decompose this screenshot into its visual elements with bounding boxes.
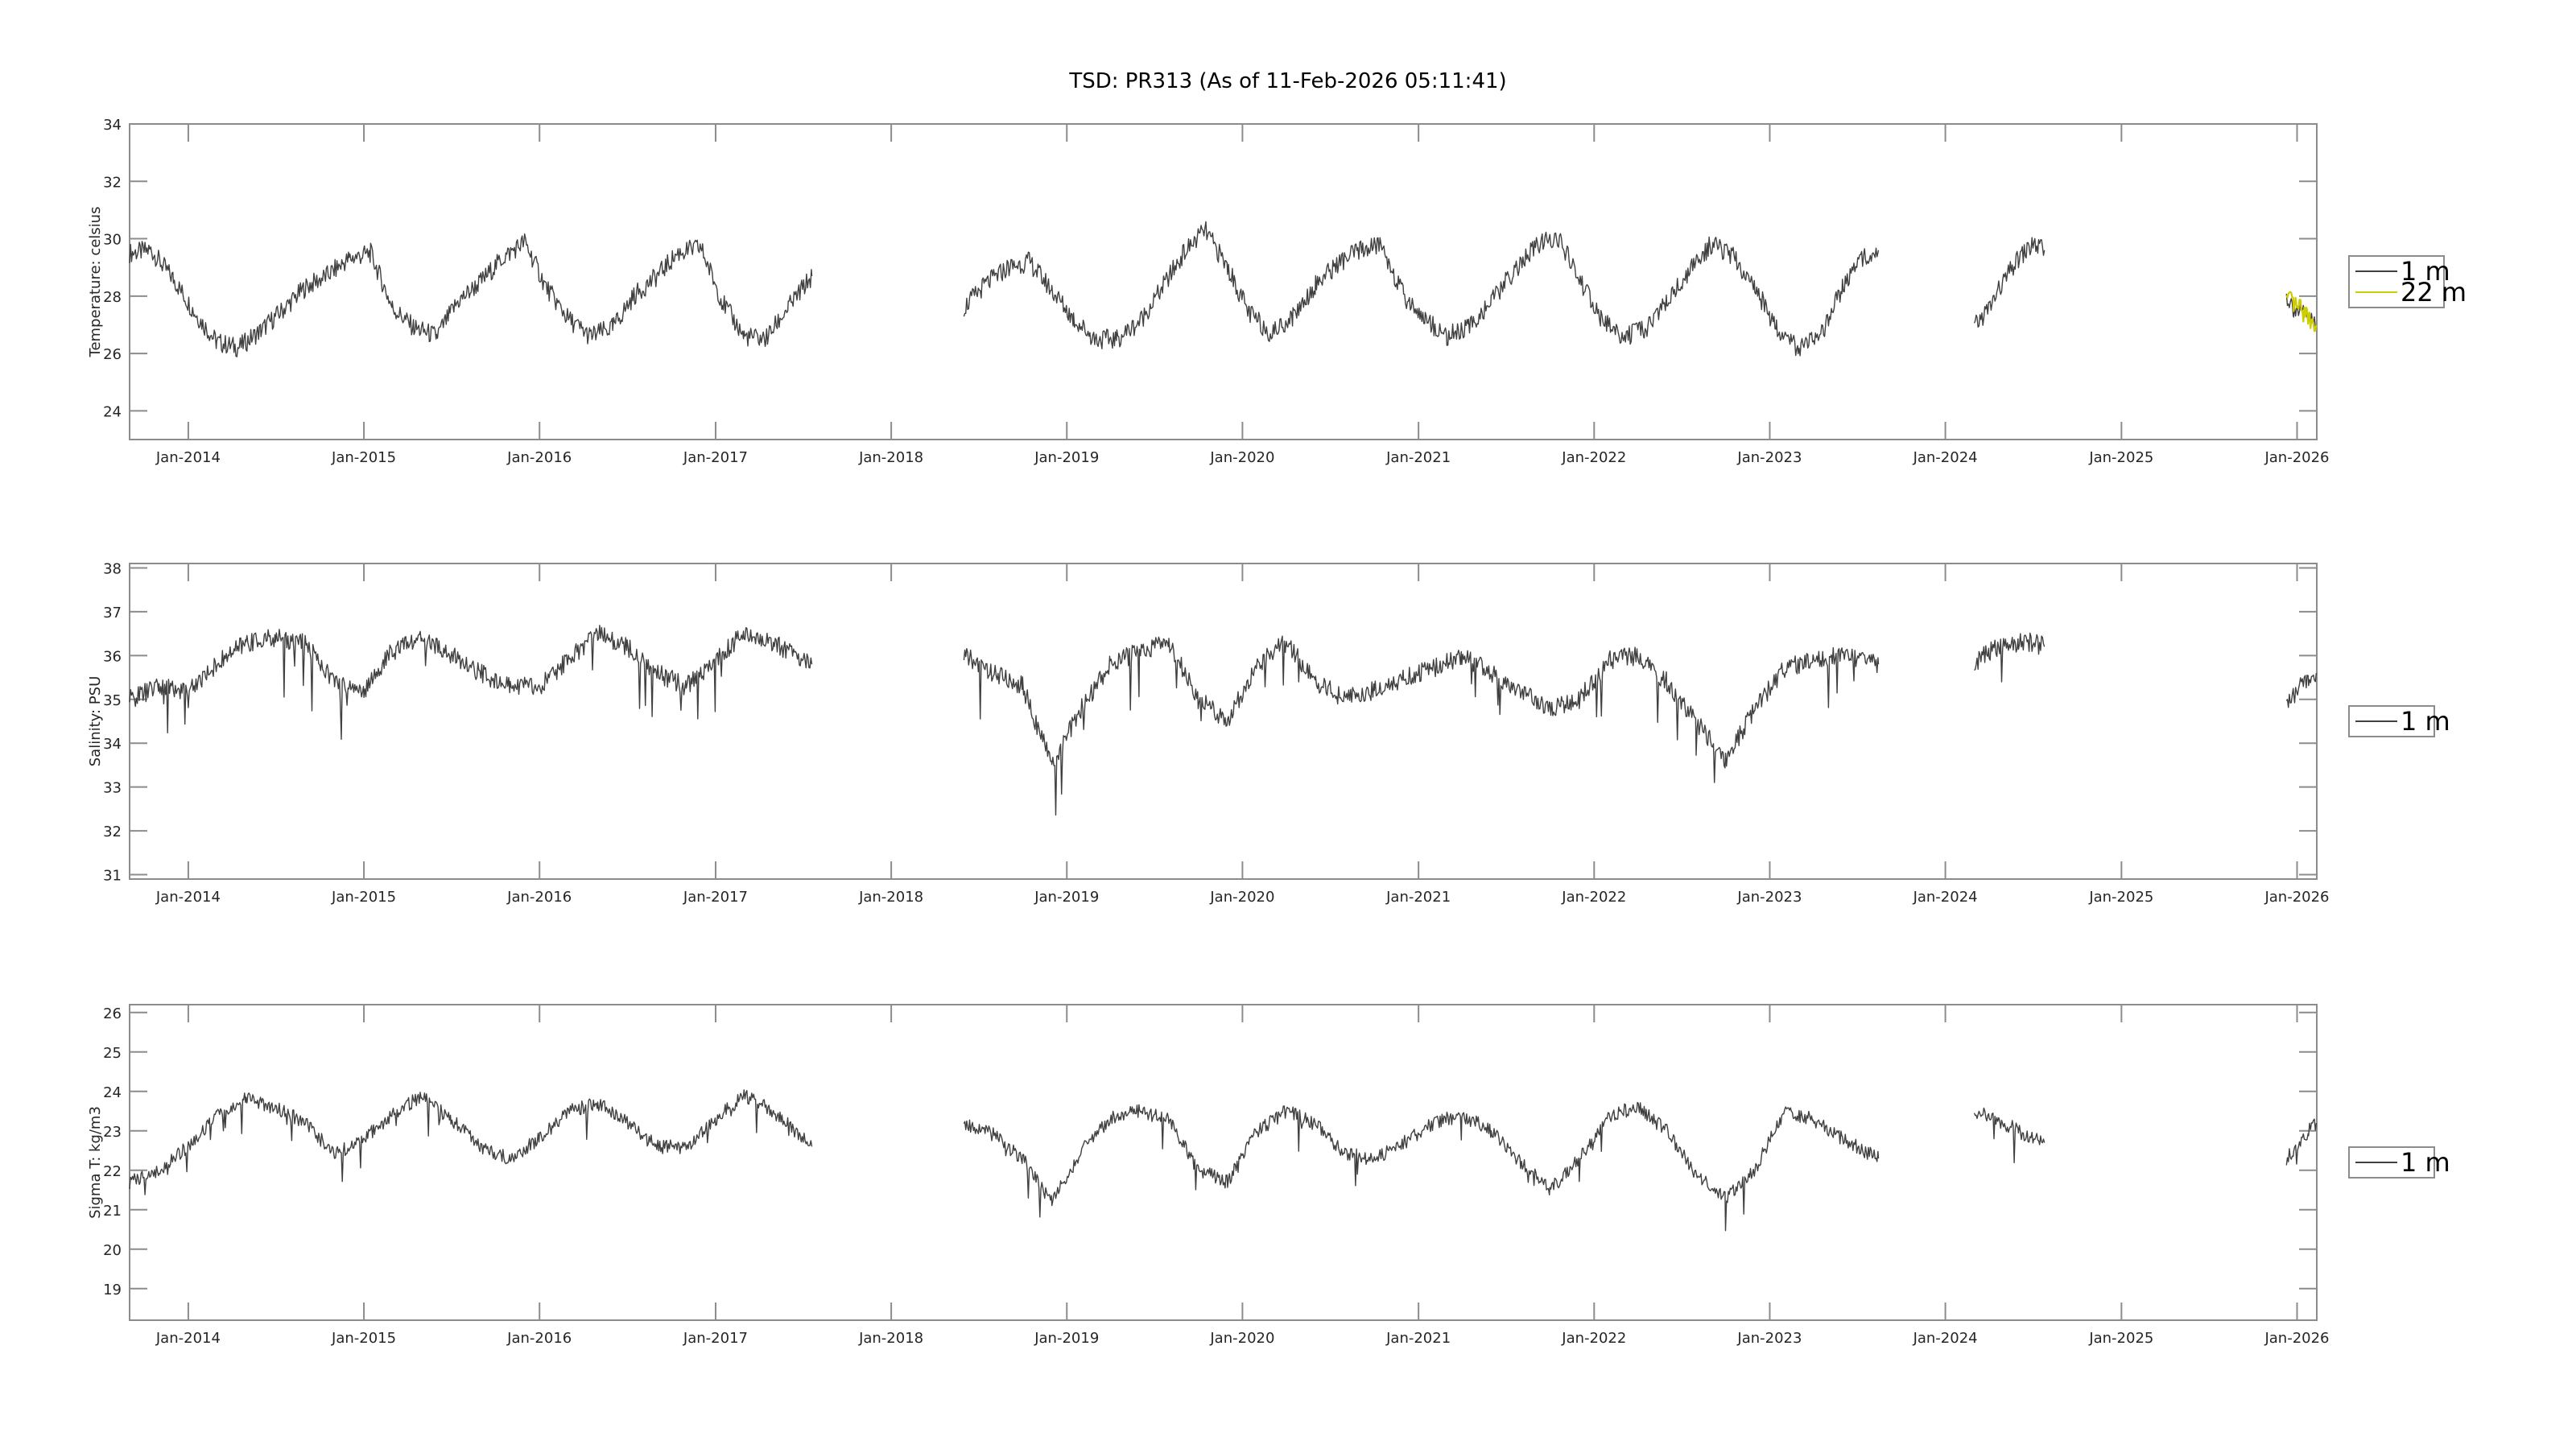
x-tick-label: Jan-2024 xyxy=(1913,889,1978,906)
y-tick-label: 23 xyxy=(103,1124,122,1141)
y-tick-label: 33 xyxy=(103,780,122,797)
x-tick-label: Jan-2015 xyxy=(331,889,396,906)
x-tick-label: Jan-2023 xyxy=(1736,889,1802,906)
x-tick-label: Jan-2026 xyxy=(2264,1330,2329,1347)
series-line-1m xyxy=(2285,1118,2318,1166)
y-tick-label: 22 xyxy=(103,1163,122,1180)
y-tick-label: 35 xyxy=(103,692,122,709)
axes-box xyxy=(129,1004,2318,1321)
y-axis-label: Sigma T: kg/m3 xyxy=(87,1106,104,1219)
series-line-1m xyxy=(963,635,1880,816)
panel-1: 24 26 28 30 32 34 Jan-2014 Jan-2015 Jan-2016 Jan-… xyxy=(87,117,2467,466)
series-line-1m xyxy=(1974,632,2046,683)
legend-box xyxy=(2348,255,2445,308)
x-tick-label: Jan-2019 xyxy=(1034,449,1099,466)
series-line-1m xyxy=(129,1089,813,1195)
y-tick-label: 34 xyxy=(103,736,122,753)
x-tick-label: Jan-2021 xyxy=(1385,889,1451,906)
x-tick-label: Jan-2025 xyxy=(2088,889,2153,906)
y-tick-label: 21 xyxy=(103,1203,122,1220)
x-tick-label: Jan-2018 xyxy=(858,1330,923,1347)
axes-box xyxy=(129,123,2318,440)
page-title: TSD: PR313 (As of 11-Feb-2026 05:11:41) xyxy=(1069,69,1507,93)
y-tick-label: 36 xyxy=(103,648,122,665)
x-tick-label: Jan-2019 xyxy=(1034,1330,1099,1347)
panel-3: 19 20 21 22 23 24 25 26 Jan-2014 Jan-2015 Jan-2016… xyxy=(87,1004,2450,1347)
x-tick-label: Jan-2026 xyxy=(2264,449,2329,466)
y-tick-label: 24 xyxy=(103,403,122,420)
x-tick-label: Jan-2015 xyxy=(331,449,396,466)
y-axis-label: Salinity: PSU xyxy=(87,676,104,767)
x-tick-label: Jan-2014 xyxy=(155,889,221,906)
x-tick-label: Jan-2025 xyxy=(2088,449,2153,466)
y-tick-label: 26 xyxy=(103,1005,122,1022)
legend-label: 1 m xyxy=(2401,256,2450,287)
x-tick-label: Jan-2014 xyxy=(155,1330,221,1347)
y-tick-label: 25 xyxy=(103,1045,122,1062)
y-tick-label: 31 xyxy=(103,868,122,885)
x-tick-label: Jan-2022 xyxy=(1561,449,1626,466)
y-tick-label: 26 xyxy=(103,346,122,363)
x-tick-label: Jan-2020 xyxy=(1209,889,1274,906)
x-tick-label: Jan-2020 xyxy=(1209,1330,1274,1347)
y-tick-label: 24 xyxy=(103,1084,122,1101)
y-tick-label: 34 xyxy=(103,117,122,134)
x-tick-label: Jan-2017 xyxy=(683,449,748,466)
series-line-1m xyxy=(129,625,813,741)
y-tick-label: 37 xyxy=(103,605,122,621)
legend-label: 1 m xyxy=(2401,706,2450,737)
x-tick-label: Jan-2019 xyxy=(1034,889,1099,906)
x-tick-label: Jan-2016 xyxy=(506,889,572,906)
y-tick-label: 32 xyxy=(103,174,122,191)
x-tick-label: Jan-2025 xyxy=(2088,1330,2153,1347)
x-tick-label: Jan-2017 xyxy=(683,889,748,906)
x-tick-label: Jan-2024 xyxy=(1913,449,1978,466)
y-tick-label: 30 xyxy=(103,232,122,249)
series-line-1m xyxy=(1973,1107,2046,1163)
x-tick-label: Jan-2022 xyxy=(1561,889,1626,906)
x-tick-label: Jan-2022 xyxy=(1561,1330,1626,1347)
x-tick-label: Jan-2018 xyxy=(858,889,923,906)
series-line-1m xyxy=(129,233,813,357)
y-tick-label: 38 xyxy=(103,560,122,577)
x-tick-label: Jan-2018 xyxy=(858,449,923,466)
series-line-22m xyxy=(2285,291,2318,332)
x-tick-label: Jan-2021 xyxy=(1385,449,1451,466)
x-tick-label: Jan-2017 xyxy=(683,1330,748,1347)
series-line-1m xyxy=(963,221,1880,357)
series-line-1m xyxy=(963,1101,1880,1232)
x-tick-label: Jan-2023 xyxy=(1736,449,1802,466)
panel-2: 31 32 33 34 35 36 37 38 Jan-2014 Jan-2015 Jan-2016… xyxy=(87,560,2450,906)
x-tick-label: Jan-2016 xyxy=(506,449,572,466)
x-tick-label: Jan-2026 xyxy=(2264,889,2329,906)
axes-box xyxy=(129,563,2318,880)
x-tick-label: Jan-2015 xyxy=(331,1330,396,1347)
x-tick-label: Jan-2020 xyxy=(1209,449,1274,466)
x-tick-label: Jan-2023 xyxy=(1736,1330,1802,1347)
series-line-1m xyxy=(1973,237,2046,328)
y-tick-label: 32 xyxy=(103,824,122,840)
x-tick-label: Jan-2014 xyxy=(155,449,221,466)
x-tick-label: Jan-2021 xyxy=(1385,1330,1451,1347)
legend-label: 1 m xyxy=(2401,1147,2450,1178)
y-tick-label: 28 xyxy=(103,289,122,306)
y-tick-label: 19 xyxy=(103,1282,122,1298)
x-tick-label: Jan-2016 xyxy=(506,1330,572,1347)
y-tick-label: 20 xyxy=(103,1242,122,1259)
series-line-1m xyxy=(2285,673,2318,708)
legend-label: 22 m xyxy=(2401,277,2467,308)
y-axis-label: Temperature: celsius xyxy=(87,207,104,358)
x-tick-label: Jan-2024 xyxy=(1913,1330,1978,1347)
